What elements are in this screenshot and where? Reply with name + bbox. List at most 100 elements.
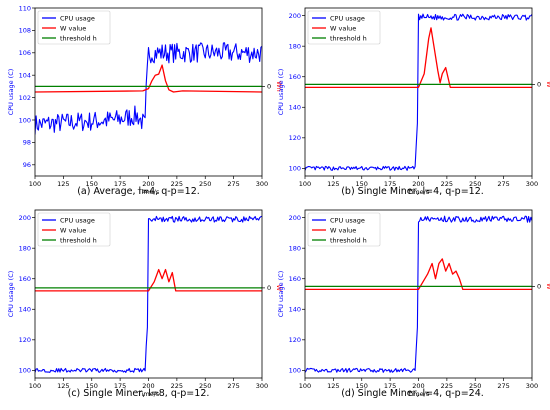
- x-tick-label: 150: [356, 382, 368, 390]
- right-tick-label: 0: [537, 283, 541, 291]
- y-tick-label: 160: [289, 73, 301, 81]
- y-tick-label: 120: [19, 336, 31, 344]
- chart-panel-4: 100 125 150 175 200 225 250 275 300 100 120 140 160 1…: [277, 209, 550, 398]
- series-line-cpu: [305, 215, 532, 373]
- legend-box: [37, 10, 111, 45]
- legend-label: CPU usage: [330, 14, 365, 22]
- legend-box: [37, 212, 111, 247]
- x-tick-label: 150: [356, 180, 368, 188]
- legend-box: [307, 10, 381, 45]
- x-axis-label: Time/s: [137, 390, 160, 398]
- series-line-w: [35, 268, 262, 292]
- x-tick-label: 150: [86, 382, 98, 390]
- x-tick-label: 175: [114, 382, 126, 390]
- series-line-cpu: [35, 42, 262, 135]
- legend: CPU usage W value threshold h: [37, 212, 111, 247]
- x-tick-label: 200: [412, 180, 424, 188]
- y-tick-label: 106: [19, 49, 31, 57]
- x-tick-label: 175: [384, 382, 396, 390]
- series-line-w: [35, 64, 262, 93]
- x-tick-label: 225: [171, 382, 183, 390]
- plot-area: [305, 215, 532, 373]
- series-line-cpu: [35, 215, 262, 373]
- x-axis-label: Time/s: [407, 188, 430, 196]
- y-tick-label: 140: [19, 306, 31, 314]
- x-tick-label: 225: [171, 180, 183, 188]
- y-tick-label: 160: [19, 275, 31, 283]
- right-tick-label: 0: [267, 284, 271, 292]
- chart-panel-1: 100 125 150 175 200 225 250 275 300 96 98 100 102 104…: [7, 4, 283, 196]
- legend-label: CPU usage: [60, 14, 95, 22]
- x-tick-label: 275: [227, 180, 239, 188]
- x-tick-label: 125: [57, 180, 69, 188]
- x-tick-label: 250: [469, 382, 481, 390]
- plot-area: [35, 215, 262, 373]
- y-tick-label: 120: [289, 336, 301, 344]
- x-tick-label: 175: [114, 180, 126, 188]
- x-tick-label: 125: [327, 382, 339, 390]
- y-tick-label: 180: [19, 244, 31, 252]
- x-tick-label: 250: [199, 180, 211, 188]
- x-tick-label: 225: [441, 180, 453, 188]
- x-tick-label: 200: [412, 382, 424, 390]
- legend: CPU usage W value threshold h: [307, 10, 381, 45]
- legend: CPU usage W value threshold h: [37, 10, 111, 45]
- x-tick-label: 300: [256, 180, 268, 188]
- y-tick-label: 98: [23, 139, 31, 147]
- x-tick-label: 250: [469, 180, 481, 188]
- x-tick-label: 125: [57, 382, 69, 390]
- x-tick-label: 100: [29, 382, 41, 390]
- x-tick-label: 125: [327, 180, 339, 188]
- right-axis-label: W: [275, 285, 283, 292]
- y-tick-label: 200: [19, 214, 31, 222]
- right-axis-label: Wn: [275, 81, 283, 92]
- legend-label: W value: [60, 226, 86, 234]
- right-axis-label: W: [545, 283, 550, 290]
- y-tick-label: 140: [289, 104, 301, 112]
- x-tick-label: 275: [497, 180, 509, 188]
- x-tick-label: 275: [227, 382, 239, 390]
- x-axis-label: Time/s: [137, 188, 160, 196]
- y-tick-label: 160: [289, 275, 301, 283]
- y-tick-label: 140: [289, 306, 301, 314]
- y-tick-label: 104: [19, 72, 31, 80]
- y-tick-label: 120: [289, 134, 301, 142]
- legend-box: [307, 212, 381, 247]
- x-tick-label: 300: [256, 382, 268, 390]
- x-tick-label: 300: [526, 382, 538, 390]
- panel-caption: (d) Single Miner, l=4, q-p=24.: [341, 388, 484, 399]
- panel-caption: (a) Average, l=4, q-p=12.: [77, 186, 200, 197]
- y-tick-label: 180: [289, 42, 301, 50]
- y-axis-label: CPU usage (C): [7, 69, 15, 116]
- right-axis-label: W: [545, 81, 550, 88]
- panel-caption: (c) Single Miner, l=8, q-p=12.: [67, 388, 210, 399]
- y-tick-label: 100: [19, 367, 31, 375]
- panel-caption: (b) Single Miner, l=4, q-p=12.: [341, 186, 484, 197]
- y-axis-label: CPU usage (C): [277, 69, 285, 116]
- chart-panel-2: 100 125 150 175 200 225 250 275 300 100 120 140 160 1…: [277, 7, 550, 196]
- y-axis-label: CPU usage (C): [277, 271, 285, 318]
- y-tick-label: 200: [289, 214, 301, 222]
- x-tick-label: 275: [497, 382, 509, 390]
- x-tick-label: 100: [29, 180, 41, 188]
- legend-label: threshold h: [330, 236, 367, 244]
- x-tick-label: 100: [299, 180, 311, 188]
- x-tick-label: 225: [441, 382, 453, 390]
- x-tick-label: 250: [199, 382, 211, 390]
- y-tick-label: 96: [23, 161, 31, 169]
- y-tick-label: 108: [19, 27, 31, 35]
- x-tick-label: 200: [142, 382, 154, 390]
- right-tick-label: 0: [537, 81, 541, 89]
- y-axis-label: CPU usage (C): [7, 271, 15, 318]
- y-tick-label: 100: [19, 116, 31, 124]
- legend-label: threshold h: [60, 34, 97, 42]
- series-line-cpu: [305, 13, 532, 171]
- legend-label: CPU usage: [330, 216, 365, 224]
- plot-area: [305, 13, 532, 171]
- legend-label: threshold h: [330, 34, 367, 42]
- x-tick-label: 175: [384, 180, 396, 188]
- legend-label: W value: [330, 24, 356, 32]
- series-line-w: [305, 258, 532, 291]
- y-tick-label: 100: [289, 367, 301, 375]
